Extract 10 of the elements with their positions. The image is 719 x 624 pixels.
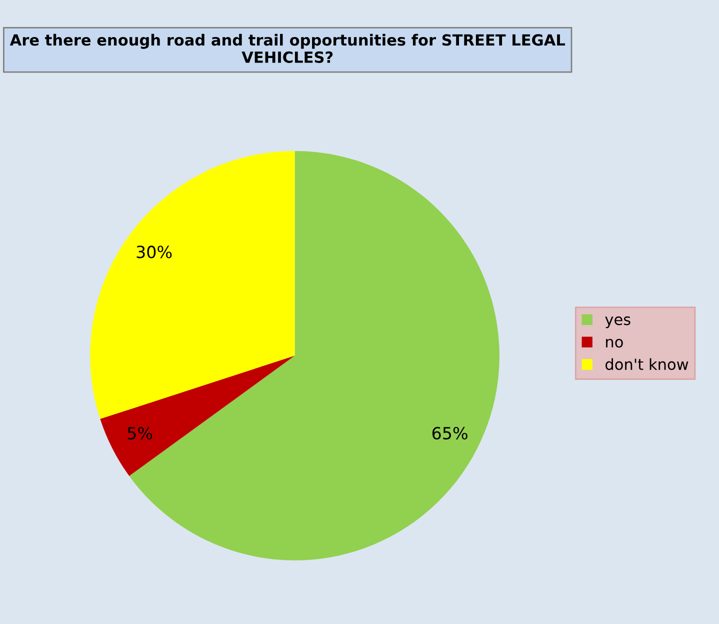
data-label: 5%: [128, 426, 152, 440]
legend-label: don't know: [606, 358, 688, 370]
legend-label: no: [606, 338, 623, 348]
pie-slice: [100, 356, 295, 476]
legend-label: yes: [605, 316, 630, 328]
pie-slice: [90, 151, 295, 419]
data-label: 30%: [136, 246, 172, 258]
pie-slice: [129, 151, 500, 560]
chart-title: Are there enough road and trail opportunities for STREET LEGAL VEHICLES?: [10, 34, 565, 63]
data-label: 65%: [432, 426, 468, 440]
